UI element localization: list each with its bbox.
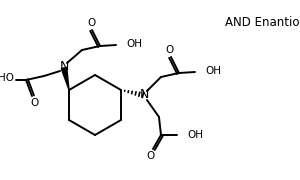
Text: O: O <box>147 151 155 161</box>
Text: OH: OH <box>126 39 142 49</box>
Text: N: N <box>139 89 149 102</box>
Text: OH: OH <box>187 130 203 140</box>
Text: HO: HO <box>0 73 14 83</box>
Polygon shape <box>61 67 69 90</box>
Text: O: O <box>30 98 38 108</box>
Text: O: O <box>87 18 95 28</box>
Text: OH: OH <box>205 66 221 76</box>
Text: N: N <box>59 60 69 73</box>
Text: AND Enantiomer: AND Enantiomer <box>225 15 300 28</box>
Text: O: O <box>166 45 174 55</box>
